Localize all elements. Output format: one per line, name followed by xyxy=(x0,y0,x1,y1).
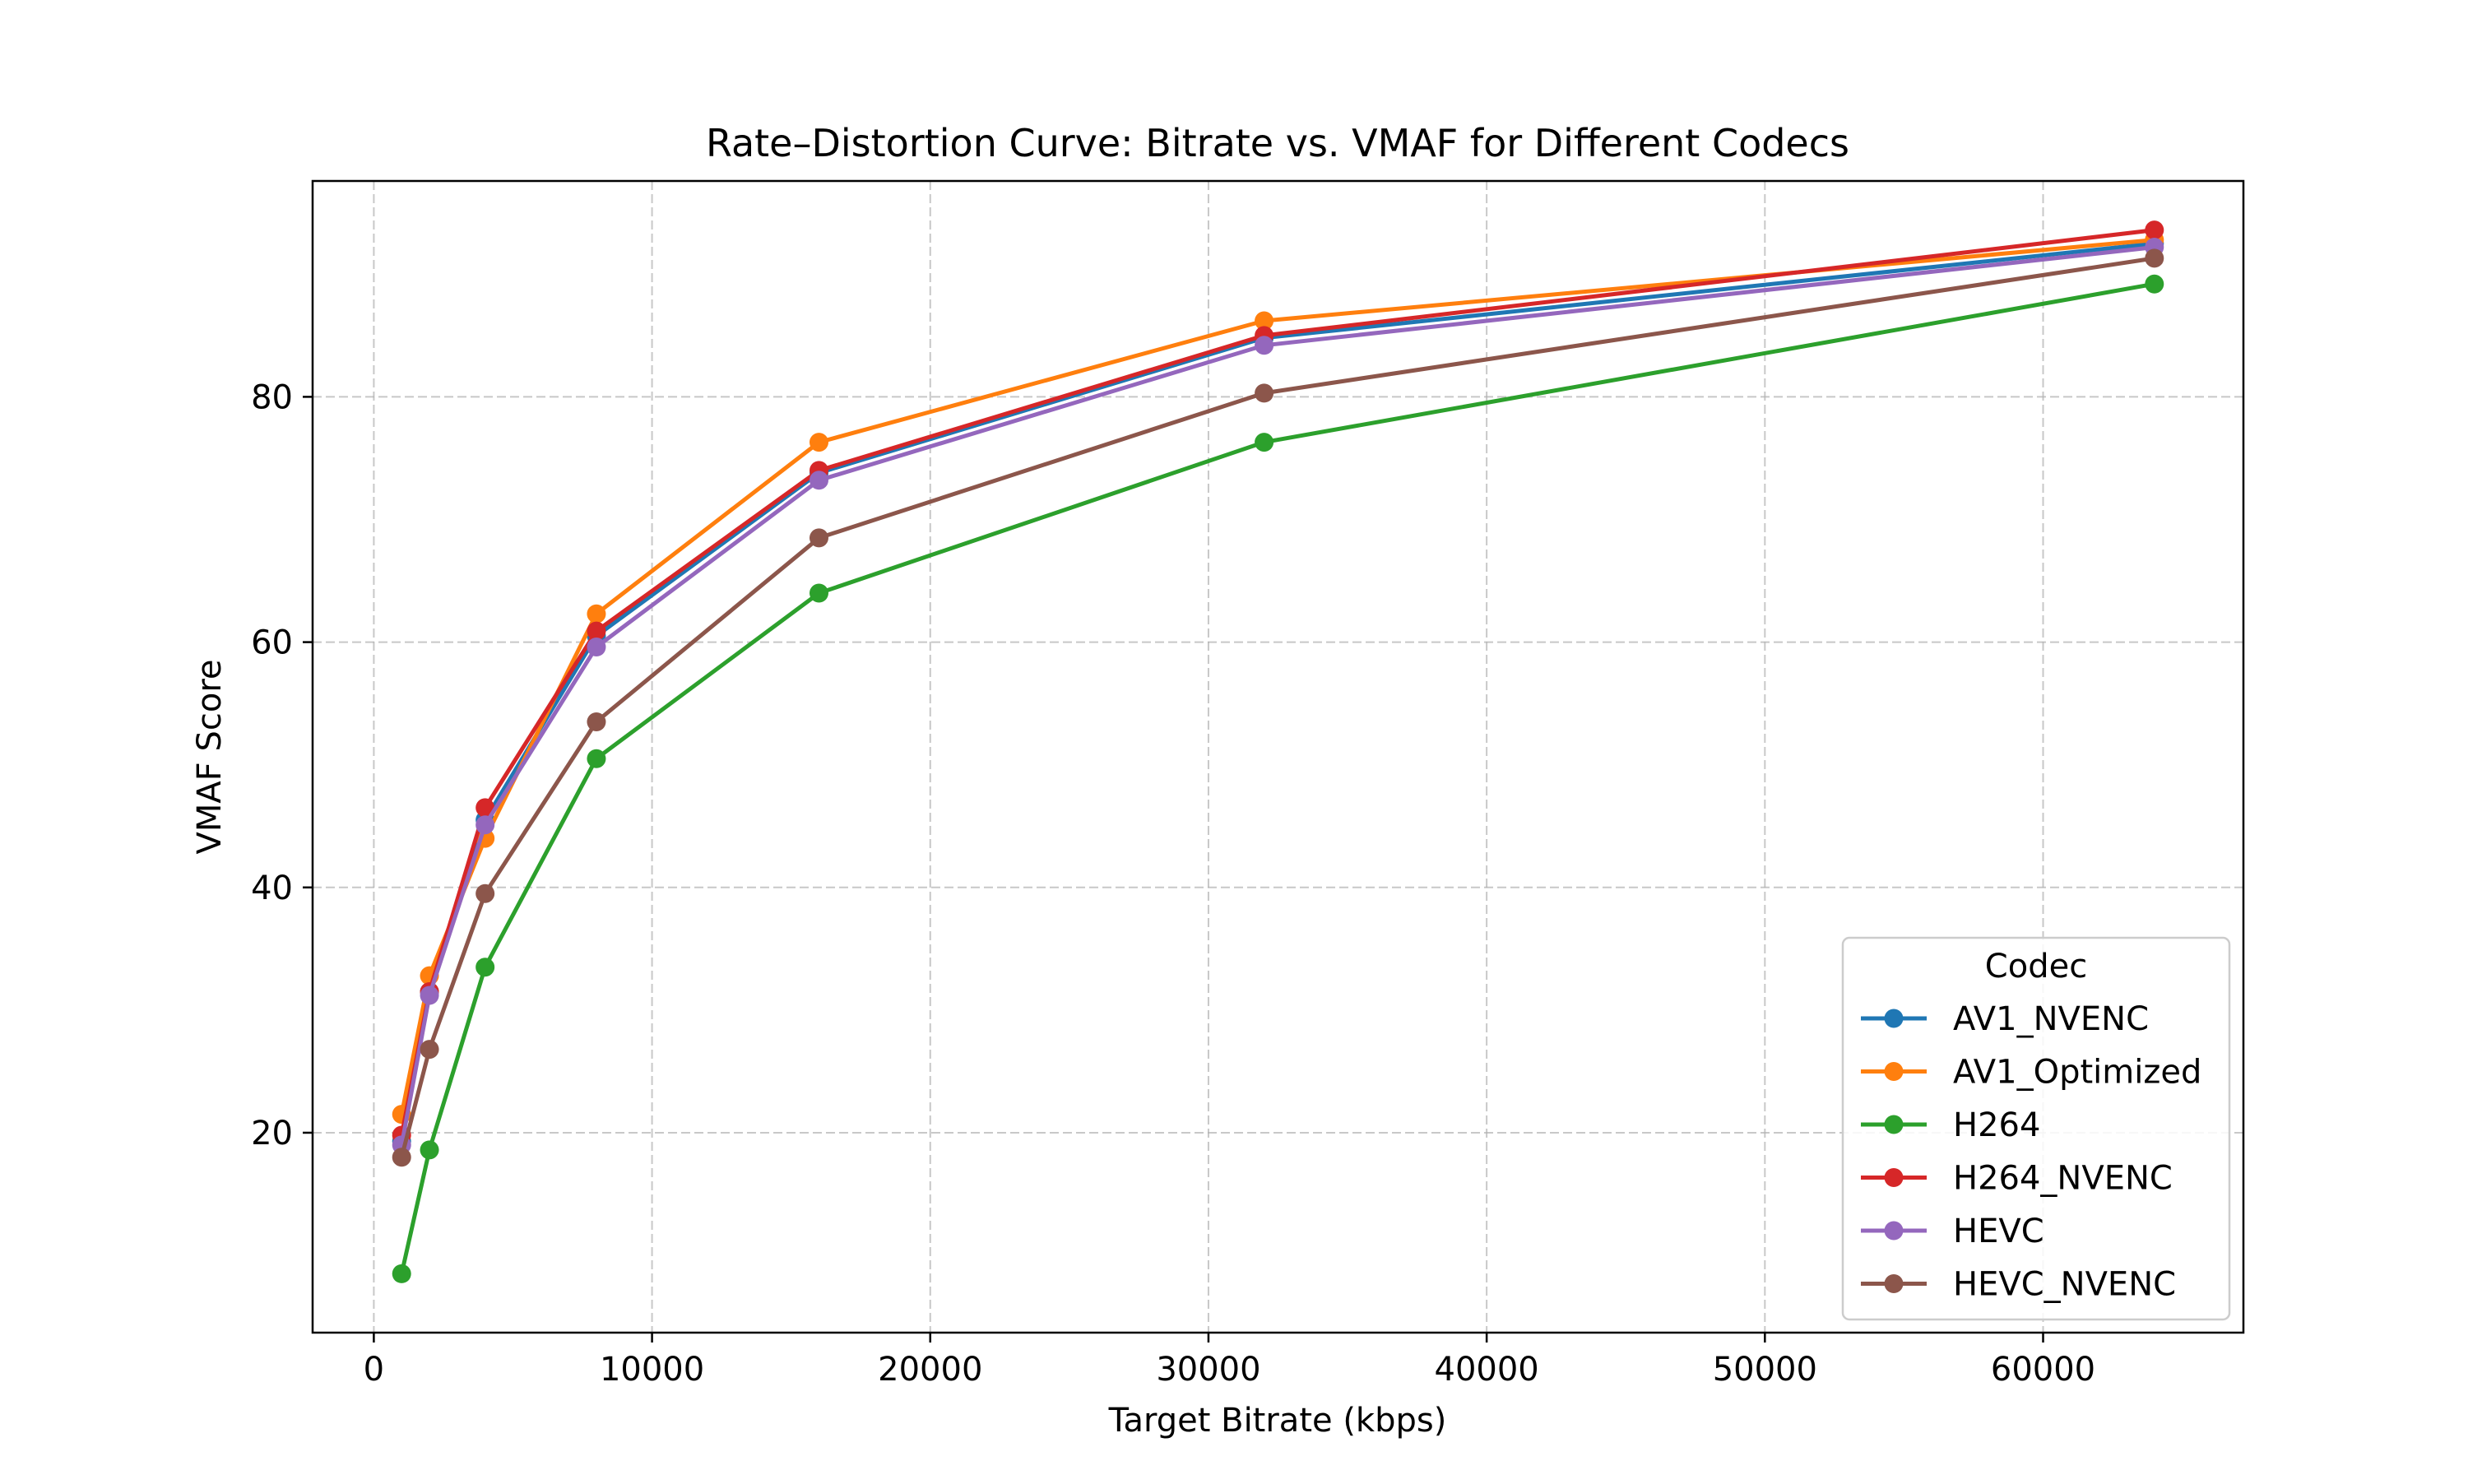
data-point-h264 xyxy=(809,583,828,603)
y-tick-label: 20 xyxy=(251,1115,293,1152)
data-point-h264 xyxy=(476,958,495,977)
y-axis-label: VMAF Score xyxy=(191,660,229,855)
x-tick-label: 50000 xyxy=(1713,1351,1817,1389)
data-point-hevc xyxy=(1255,336,1274,355)
series-hevc-nvenc xyxy=(392,248,2164,1167)
legend: Codec AV1_NVENC AV1_Optimized H264 H264_NVE… xyxy=(1841,936,2231,1321)
data-point-hevc xyxy=(809,471,828,490)
x-tick-label: 40000 xyxy=(1435,1351,1539,1389)
x-tick-label: 0 xyxy=(364,1351,384,1389)
legend-swatch-marker xyxy=(1884,1009,1904,1028)
data-point-hevc xyxy=(476,815,495,835)
legend-items: AV1_NVENC AV1_Optimized H264 H264_NVENC HEVC… xyxy=(1861,1000,2201,1304)
data-point-hevc-nvenc xyxy=(1255,383,1274,403)
y-tick-label: 60 xyxy=(251,624,293,662)
legend-swatch-marker xyxy=(1884,1274,1904,1293)
legend-title: Codec xyxy=(1985,948,2087,985)
x-tick-label: 60000 xyxy=(1991,1351,2095,1389)
x-tick-label: 30000 xyxy=(1156,1351,1260,1389)
legend-label: H264 xyxy=(1953,1106,2040,1144)
plot-frame xyxy=(311,179,2245,1334)
data-point-h264-nvenc xyxy=(2145,220,2164,240)
data-point-hevc-nvenc xyxy=(476,883,495,903)
y-tick-label: 80 xyxy=(251,378,293,416)
data-point-h264 xyxy=(1255,433,1274,452)
legend-swatch-marker xyxy=(1884,1115,1904,1134)
data-point-hevc-nvenc xyxy=(392,1148,411,1167)
data-point-av1-optimized xyxy=(587,604,606,624)
y-tick-label: 40 xyxy=(251,870,293,907)
data-point-hevc xyxy=(587,638,606,657)
legend-label: AV1_Optimized xyxy=(1953,1054,2201,1092)
legend-item-h264-nvenc: H264_NVENC xyxy=(1861,1160,2173,1198)
legend-label: H264_NVENC xyxy=(1953,1160,2173,1198)
legend-item-hevc-nvenc: HEVC_NVENC xyxy=(1861,1266,2176,1304)
data-point-hevc-nvenc xyxy=(587,712,606,732)
data-point-av1-optimized xyxy=(1255,311,1274,331)
chart-title: Rate–Distortion Curve: Bitrate vs. VMAF … xyxy=(706,121,1849,165)
legend-item-h264: H264 xyxy=(1861,1106,2040,1144)
data-point-h264 xyxy=(392,1264,411,1283)
legend-item-av1-optimized: AV1_Optimized xyxy=(1861,1054,2201,1092)
legend-label: HEVC xyxy=(1953,1213,2044,1250)
series-h264 xyxy=(392,274,2164,1283)
data-point-h264 xyxy=(420,1140,439,1160)
legend-box xyxy=(1841,936,2231,1321)
data-point-h264-nvenc xyxy=(476,798,495,818)
data-point-hevc-nvenc xyxy=(2145,248,2164,268)
legend-item-av1-nvenc: AV1_NVENC xyxy=(1861,1000,2149,1038)
data-point-h264 xyxy=(587,749,606,768)
legend-swatch-marker xyxy=(1884,1221,1904,1241)
legend-label: HEVC_NVENC xyxy=(1953,1266,2176,1304)
x-tick-label: 10000 xyxy=(600,1351,704,1389)
data-point-hevc-nvenc xyxy=(809,528,828,548)
axis-ticks: 0 10000 20000 30000 40000 50000 60000 20 40 60 80 xyxy=(251,378,2095,1389)
data-point-h264 xyxy=(2145,274,2164,294)
data-point-hevc-nvenc xyxy=(420,1040,439,1060)
x-tick-label: 20000 xyxy=(878,1351,982,1389)
legend-item-hevc: HEVC xyxy=(1861,1213,2044,1250)
x-axis-label: Target Bitrate (kbps) xyxy=(1108,1402,1447,1440)
legend-swatch-marker xyxy=(1884,1168,1904,1187)
legend-swatch-marker xyxy=(1884,1062,1904,1081)
data-point-h264-nvenc xyxy=(587,621,606,641)
series-lines xyxy=(392,220,2164,1283)
legend-label: AV1_NVENC xyxy=(1953,1000,2149,1038)
data-point-av1-optimized xyxy=(809,433,828,452)
data-point-hevc xyxy=(420,985,439,1005)
